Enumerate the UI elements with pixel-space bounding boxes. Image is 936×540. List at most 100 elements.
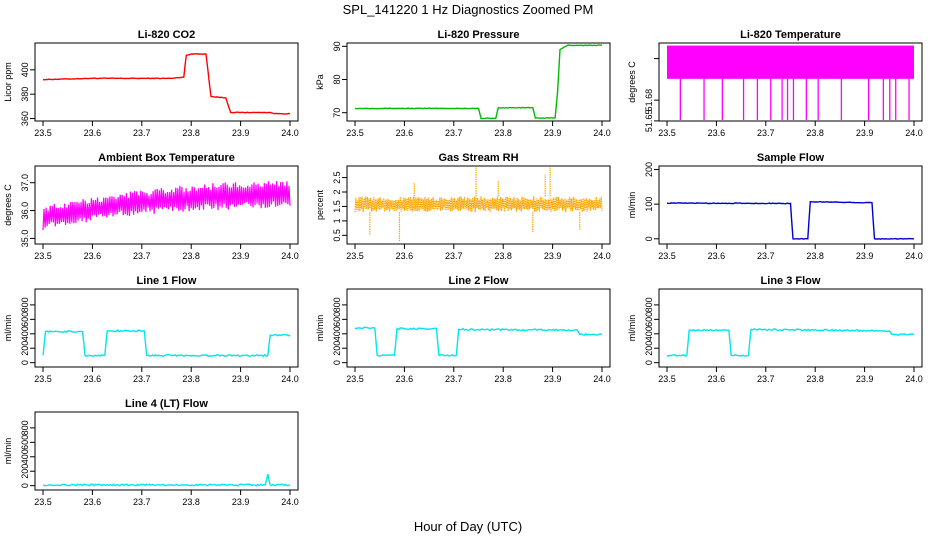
x-tick-label: 23.7 <box>757 128 775 138</box>
plot-area <box>666 200 914 240</box>
x-tick-label: 23.9 <box>232 128 250 138</box>
y-tick-label: 2 <box>332 189 342 194</box>
data-series-line <box>42 181 291 231</box>
y-axis-label: ml/min <box>3 315 13 342</box>
x-tick-label: 23.9 <box>856 128 874 138</box>
x-tick-label: 23.6 <box>84 128 102 138</box>
y-tick-label: 600 <box>332 312 342 327</box>
y-tick-label: 800 <box>20 297 30 312</box>
panel-10: Line 4 (LT) Flow 23.5 23.6 23.7 23.8 23.9 24.0… <box>3 398 299 507</box>
panel-5: Gas Stream RH 23.5 23.6 23.7 23.8 23.9 24.0 0.5… <box>315 152 611 261</box>
y-tick-label: 0 <box>20 483 30 488</box>
data-series-line <box>42 52 291 115</box>
y-axis-label: degrees C <box>3 184 13 226</box>
x-tick-label: 23.7 <box>757 374 775 384</box>
panel-title: Sample Flow <box>757 152 825 164</box>
x-tick-label: 23.8 <box>806 251 824 261</box>
panel-title: Li-820 CO2 <box>138 29 195 41</box>
y-tick-label: 100 <box>644 197 654 212</box>
plot-frame <box>34 165 299 245</box>
plot-frame <box>34 42 299 122</box>
x-tick-label: 24.0 <box>281 497 299 507</box>
x-tick-label: 23.8 <box>494 128 512 138</box>
y-axis-label: degrees C <box>627 61 637 103</box>
y-tick-label: 360 <box>20 111 30 126</box>
x-tick-label: 23.9 <box>544 251 562 261</box>
x-tick-label: 23.8 <box>182 374 200 384</box>
panel-title: Line 3 Flow <box>761 275 821 287</box>
panel-title: Li-820 Pressure <box>438 29 520 41</box>
x-tick-label: 23.8 <box>806 128 824 138</box>
panel-4: Ambient Box Temperature 23.5 23.6 23.7 23.8 2… <box>3 152 299 261</box>
plot-frame <box>346 288 611 368</box>
plot-frame <box>346 165 611 245</box>
plot-area <box>354 44 603 120</box>
x-tick-label: 24.0 <box>905 251 923 261</box>
panel-title: Ambient Box Temperature <box>98 152 235 164</box>
y-tick-label: 37.0 <box>20 174 30 192</box>
y-tick-label: 35.0 <box>20 230 30 248</box>
x-tick-label: 23.6 <box>396 374 414 384</box>
x-tick-label: 23.7 <box>133 128 151 138</box>
plot-frame <box>34 411 299 491</box>
panel-title: Line 2 Flow <box>449 275 509 287</box>
y-tick-label: 200 <box>20 341 30 356</box>
x-tick-label: 24.0 <box>593 374 611 384</box>
y-tick-label: 0 <box>332 360 342 365</box>
y-tick-label: 400 <box>644 326 654 341</box>
y-tick-label: 400 <box>20 62 30 77</box>
x-tick-label: 24.0 <box>593 128 611 138</box>
panel-1: Li-820 CO2 23.5 23.6 23.7 23.8 23.9 24.0 360 380… <box>3 29 299 138</box>
x-tick-label: 23.6 <box>396 128 414 138</box>
x-tick-label: 23.6 <box>84 374 102 384</box>
y-tick-label: 400 <box>20 449 30 464</box>
data-series-line <box>354 326 603 357</box>
x-tick-label: 23.8 <box>494 251 512 261</box>
x-tick-label: 23.9 <box>856 374 874 384</box>
y-axis-label: ml/min <box>3 438 13 465</box>
x-tick-label: 23.7 <box>133 251 151 261</box>
x-tick-label: 23.7 <box>445 251 463 261</box>
panel-3: Li-820 Temperature 23.5 23.6 23.7 23.8 23.9 24… <box>627 29 923 138</box>
y-tick-label: 0.5 <box>332 229 342 242</box>
x-tick-label: 23.7 <box>757 251 775 261</box>
y-axis-label: kPa <box>315 74 325 90</box>
y-tick-label: 51.68 <box>644 89 654 112</box>
x-tick-label: 23.8 <box>182 497 200 507</box>
figure-title: SPL_141220 1 Hz Diagnostics Zoomed PM <box>343 2 594 17</box>
plot-area <box>666 328 915 358</box>
x-tick-label: 23.9 <box>544 374 562 384</box>
x-tick-label: 23.5 <box>346 128 364 138</box>
y-axis-label: Licor ppm <box>3 62 13 102</box>
y-tick-label: 0 <box>644 360 654 365</box>
plot-frame <box>34 288 299 368</box>
x-tick-label: 23.5 <box>658 374 676 384</box>
y-tick-label: 200 <box>644 341 654 356</box>
data-series-line <box>354 196 603 213</box>
plot-area <box>354 326 603 357</box>
y-tick-label: 1 <box>332 218 342 223</box>
x-tick-label: 23.9 <box>232 251 250 261</box>
plot-area <box>42 52 291 115</box>
y-tick-label: 400 <box>332 326 342 341</box>
panel-title: Line 1 Flow <box>137 275 197 287</box>
x-tick-label: 23.8 <box>494 374 512 384</box>
x-tick-label: 23.6 <box>708 128 726 138</box>
panel-9: Line 3 Flow 23.5 23.6 23.7 23.8 23.9 24.0 0 2004… <box>627 275 923 384</box>
x-tick-label: 24.0 <box>905 374 923 384</box>
x-tick-label: 23.7 <box>445 374 463 384</box>
plot-area <box>354 167 603 242</box>
x-tick-label: 23.8 <box>806 374 824 384</box>
plot-area <box>42 181 291 231</box>
panel-title: Line 4 (LT) Flow <box>125 398 208 410</box>
x-tick-label: 24.0 <box>593 251 611 261</box>
y-tick-label: 0 <box>20 360 30 365</box>
y-tick-label: 600 <box>644 312 654 327</box>
data-series-line <box>354 44 603 120</box>
x-tick-label: 23.6 <box>708 374 726 384</box>
x-tick-label: 23.8 <box>182 251 200 261</box>
panel-2: Li-820 Pressure 23.5 23.6 23.7 23.8 23.9 24.0 7… <box>315 29 611 138</box>
panel-7: Line 1 Flow 23.5 23.6 23.7 23.8 23.9 24.0 0 2004… <box>3 275 299 384</box>
plot-frame <box>658 165 923 245</box>
